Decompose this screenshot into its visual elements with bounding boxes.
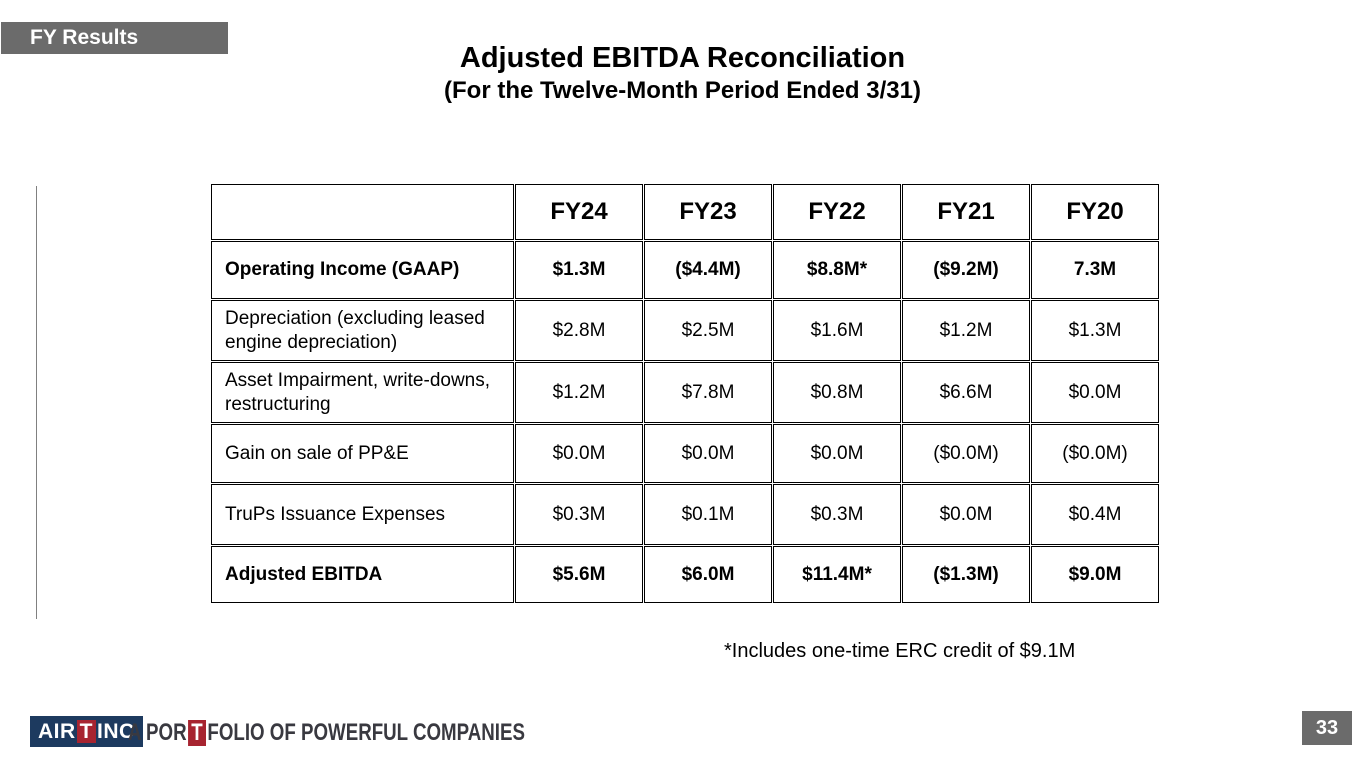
cell-value: $0.3M [515, 484, 643, 545]
cell-value: $8.8M* [773, 241, 901, 299]
cell-value: $1.2M [902, 300, 1030, 361]
tagline-part1: A POR [128, 719, 187, 746]
table-row: Gain on sale of PP&E $0.0M $0.0M $0.0M (… [211, 424, 1159, 483]
cell-value: $0.0M [1031, 362, 1159, 423]
column-header-fy22: FY22 [773, 184, 901, 240]
cell-value: $2.8M [515, 300, 643, 361]
logo-text-inc: INC [97, 719, 135, 743]
cell-value: $1.3M [515, 241, 643, 299]
cell-value: ($0.0M) [1031, 424, 1159, 483]
cell-value: $7.8M [644, 362, 772, 423]
row-label-asset-impairment: Asset Impairment, write-downs, restructu… [211, 362, 514, 423]
column-header-fy20: FY20 [1031, 184, 1159, 240]
row-label-operating-income: Operating Income (GAAP) [211, 241, 514, 299]
cell-value: $0.0M [902, 484, 1030, 545]
title-block: Adjusted EBITDA Reconciliation (For the … [0, 42, 1365, 105]
row-label-gain-on-sale: Gain on sale of PP&E [211, 424, 514, 483]
cell-value: $9.0M [1031, 546, 1159, 603]
logo-red-t: T [76, 720, 96, 743]
cell-value: $0.0M [773, 424, 901, 483]
column-header-empty [211, 184, 514, 240]
section-tag: FY Results [1, 22, 228, 54]
cell-value: $0.0M [515, 424, 643, 483]
cell-value: $1.3M [1031, 300, 1159, 361]
cell-value: $0.1M [644, 484, 772, 545]
row-label-trups: TruPs Issuance Expenses [211, 484, 514, 545]
logo-text-air: AIR [38, 719, 76, 743]
row-label-adjusted-ebitda: Adjusted EBITDA [211, 546, 514, 603]
cell-value: ($9.2M) [902, 241, 1030, 299]
table-row: TruPs Issuance Expenses $0.3M $0.1M $0.3… [211, 484, 1159, 545]
cell-value: $5.6M [515, 546, 643, 603]
row-label-depreciation: Depreciation (excluding leased engine de… [211, 300, 514, 361]
table-row: Asset Impairment, write-downs, restructu… [211, 362, 1159, 423]
cell-value: $6.6M [902, 362, 1030, 423]
cell-value: $1.2M [515, 362, 643, 423]
tagline-red-t: T [188, 720, 206, 746]
cell-value: ($4.4M) [644, 241, 772, 299]
cell-value: ($1.3M) [902, 546, 1030, 603]
cell-value: $0.0M [644, 424, 772, 483]
cell-value: $6.0M [644, 546, 772, 603]
table-row: Depreciation (excluding leased engine de… [211, 300, 1159, 361]
table-header-row: FY24 FY23 FY22 FY21 FY20 [211, 184, 1159, 240]
cell-value: ($0.0M) [902, 424, 1030, 483]
page-number-badge: 33 [1302, 711, 1352, 745]
cell-value: $2.5M [644, 300, 772, 361]
footnote: *Includes one-time ERC credit of $9.1M [724, 640, 1076, 662]
cell-value: $0.3M [773, 484, 901, 545]
ebitda-reconciliation-table: FY24 FY23 FY22 FY21 FY20 Operating Incom… [210, 183, 1160, 604]
column-header-fy23: FY23 [644, 184, 772, 240]
table-row: Operating Income (GAAP) $1.3M ($4.4M) $8… [211, 241, 1159, 299]
page-title: Adjusted EBITDA Reconciliation [459, 42, 906, 74]
cell-value: $0.8M [773, 362, 901, 423]
cell-value: 7.3M [1031, 241, 1159, 299]
cell-value: $0.4M [1031, 484, 1159, 545]
page-subtitle: (For the Twelve-Month Period Ended 3/31) [444, 77, 921, 105]
left-accent-line [36, 186, 37, 619]
table-row: Adjusted EBITDA $5.6M $6.0M $11.4M* ($1.… [211, 546, 1159, 603]
column-header-fy21: FY21 [902, 184, 1030, 240]
column-header-fy24: FY24 [515, 184, 643, 240]
airt-inc-logo: AIR T INC [30, 716, 143, 747]
footer-tagline: A POR T FOLIO OF POWERFUL COMPANIES [128, 719, 525, 747]
tagline-part2: FOLIO OF POWERFUL COMPANIES [207, 719, 525, 746]
cell-value: $1.6M [773, 300, 901, 361]
cell-value: $11.4M* [773, 546, 901, 603]
